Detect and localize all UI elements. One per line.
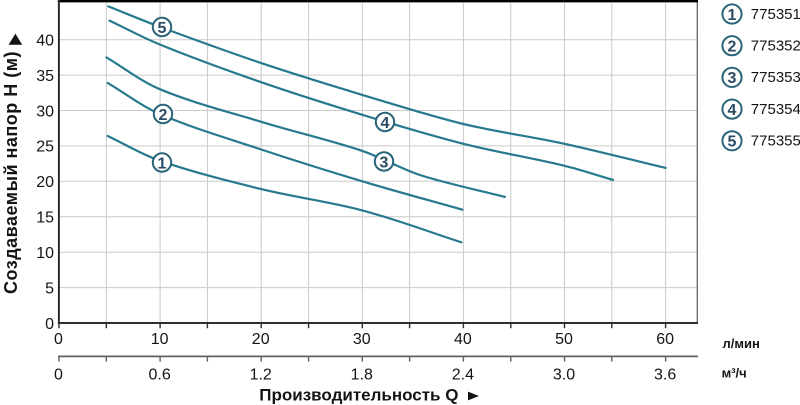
svg-text:1: 1	[158, 155, 167, 172]
svg-text:775351: 775351	[751, 6, 800, 23]
svg-text:775355: 775355	[751, 133, 800, 150]
svg-text:2: 2	[728, 39, 737, 56]
svg-text:50: 50	[555, 331, 573, 348]
svg-text:0.6: 0.6	[148, 367, 170, 384]
svg-text:0: 0	[54, 331, 63, 348]
svg-text:30: 30	[353, 331, 371, 348]
svg-text:4: 4	[728, 102, 737, 119]
svg-text:10: 10	[36, 245, 54, 262]
svg-text:775352: 775352	[751, 38, 800, 55]
svg-text:Создаваемый напор H (м): Создаваемый напор H (м)	[1, 51, 21, 294]
svg-text:60: 60	[656, 331, 674, 348]
svg-text:л/мин: л/мин	[723, 336, 760, 351]
svg-text:40: 40	[36, 33, 54, 50]
svg-text:10: 10	[151, 331, 169, 348]
svg-text:15: 15	[36, 210, 54, 227]
svg-text:5: 5	[45, 280, 54, 297]
svg-text:775353: 775353	[751, 69, 800, 86]
svg-text:5: 5	[158, 20, 167, 37]
svg-text:35: 35	[36, 68, 54, 85]
svg-text:м³/ч: м³/ч	[722, 366, 747, 381]
svg-text:3.6: 3.6	[654, 367, 676, 384]
svg-text:20: 20	[252, 331, 270, 348]
svg-text:0: 0	[45, 316, 54, 333]
svg-text:25: 25	[36, 139, 54, 156]
svg-text:5: 5	[728, 134, 737, 151]
svg-text:775354: 775354	[751, 101, 800, 118]
svg-text:1: 1	[728, 7, 737, 24]
svg-text:30: 30	[36, 103, 54, 120]
svg-text:3.0: 3.0	[553, 367, 575, 384]
svg-text:Производительность Q: Производительность Q	[259, 386, 458, 405]
svg-text:3: 3	[728, 70, 737, 87]
svg-text:20: 20	[36, 174, 54, 191]
svg-text:1.2: 1.2	[250, 367, 272, 384]
svg-text:40: 40	[454, 331, 472, 348]
svg-text:3: 3	[380, 154, 389, 171]
svg-text:2: 2	[159, 107, 168, 124]
svg-text:4: 4	[381, 115, 390, 132]
svg-text:1.8: 1.8	[351, 367, 373, 384]
svg-text:2.4: 2.4	[452, 367, 474, 384]
svg-text:0: 0	[54, 367, 63, 384]
